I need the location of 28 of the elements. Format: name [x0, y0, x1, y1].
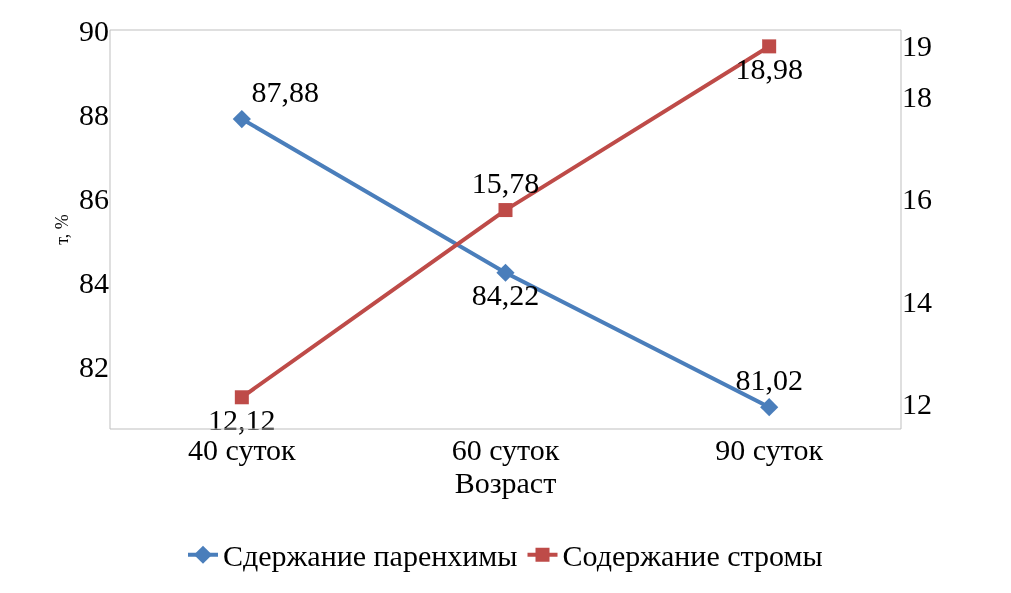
legend-label: Сдержание паренхимы [223, 539, 518, 573]
y-tick-label: 86 [79, 181, 109, 215]
data-label: 87,88 [251, 74, 320, 108]
point [496, 263, 515, 282]
y-tick-label: 90 [79, 13, 109, 47]
y-axis-title: т, % [52, 214, 73, 245]
y2-tick-label: 12 [902, 386, 932, 420]
data-label: 81,02 [735, 362, 803, 396]
point [498, 203, 513, 218]
data-label: 15,78 [471, 165, 540, 199]
y-tick-label: 82 [79, 349, 109, 383]
y2-tick-label: 19 [902, 28, 932, 62]
x-tick-label: 60 суток [451, 433, 560, 466]
point [760, 398, 779, 417]
y2-tick-label: 16 [902, 182, 932, 216]
data-label: 18,98 [735, 51, 803, 85]
point [762, 39, 777, 54]
y-tick-label: 84 [79, 265, 109, 299]
point [234, 390, 249, 405]
y-tick-label: 88 [79, 97, 109, 131]
x-tick-label: 90 суток [715, 433, 824, 466]
data-label: 84,22 [471, 278, 540, 312]
data-label: 12,12 [208, 402, 276, 436]
y2-tick-label: 18 [902, 80, 932, 113]
y2-tick-label: 14 [902, 284, 932, 318]
legend-label: Содержание стромы [562, 539, 823, 573]
point [232, 109, 251, 129]
x-axis-title: Возраст [454, 466, 557, 499]
